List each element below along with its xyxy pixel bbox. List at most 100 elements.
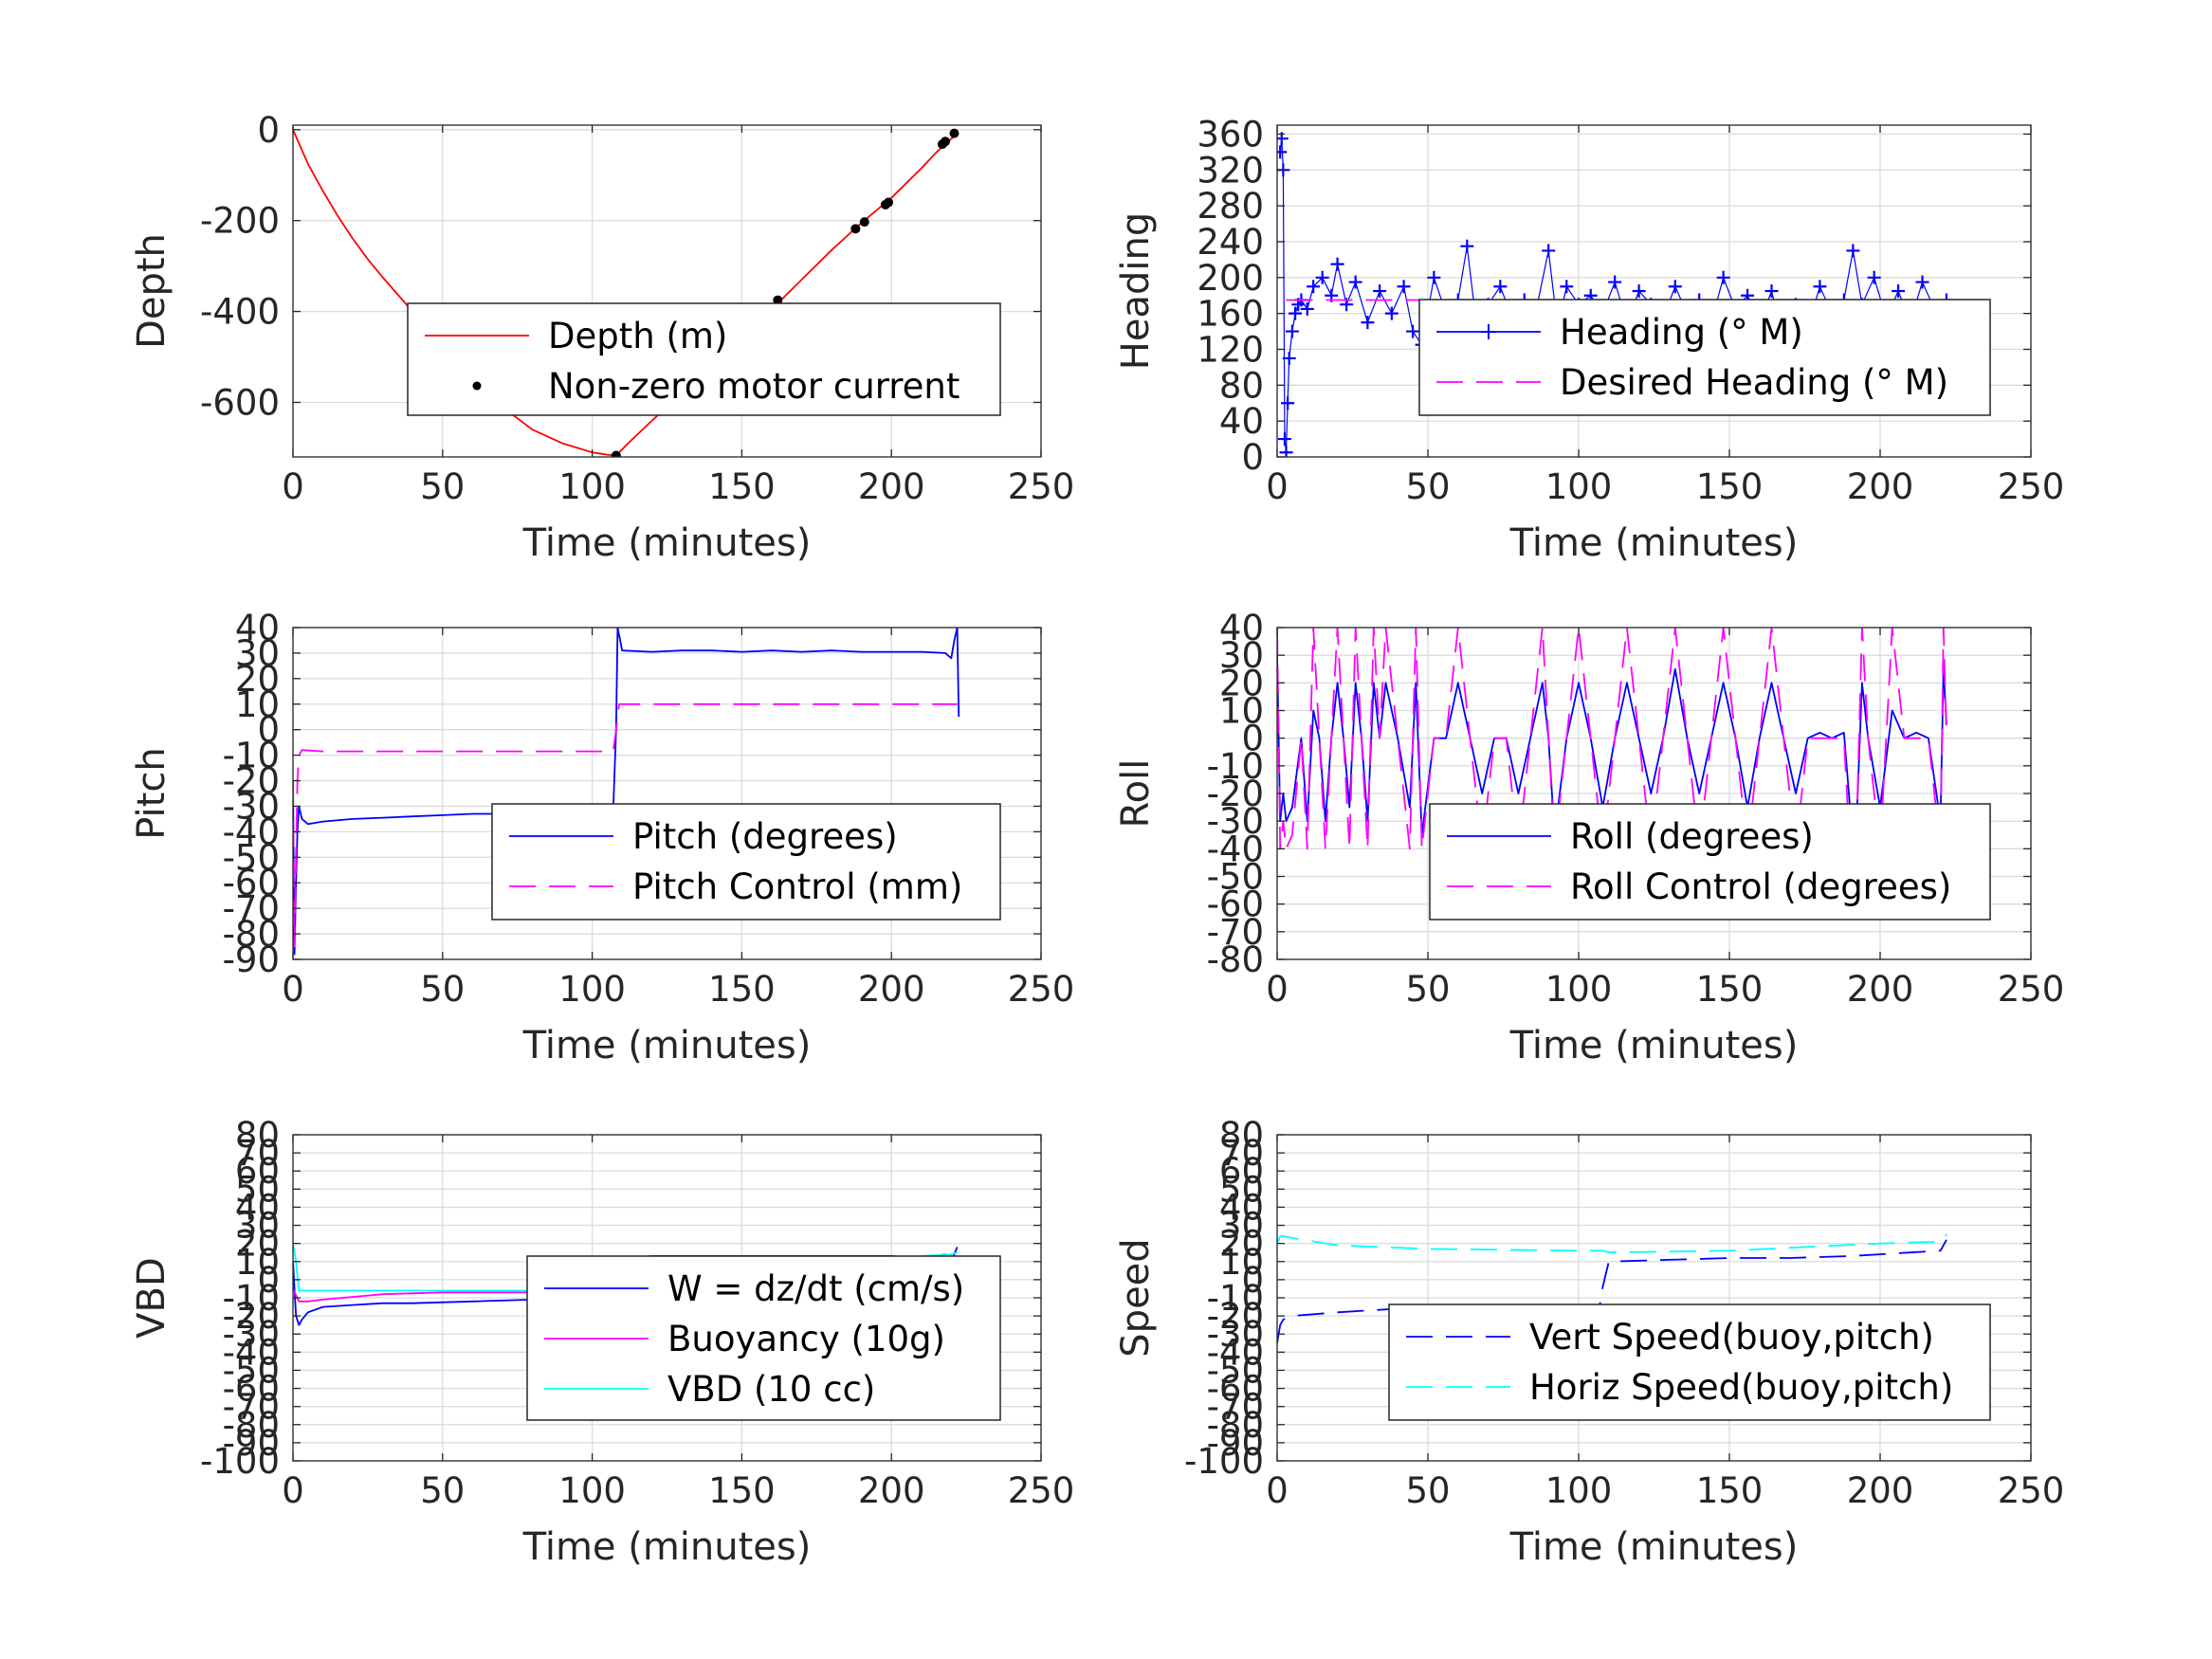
y-tick-label: -70 [223,1387,280,1428]
legend-box [491,803,1001,921]
data-point-plus [1397,280,1411,294]
x-tick-label: 250 [1998,969,2065,1010]
x-tick-label: 150 [708,466,776,507]
data-point-plus [1915,275,1929,289]
legend-roll: Roll (degrees) Roll Control (degrees) [1429,803,1991,921]
y-tick-label: -20 [1207,1296,1264,1337]
x-tick-label: 0 [282,466,304,507]
chart-vbd: 0 50 100 150 200 25080706050403020100-10-20-3… [130,1115,1074,1569]
legend-label: Desired Heading (° M) [1560,362,1948,403]
y-tick-label: -10 [223,736,280,776]
legend-label: Roll (degrees) [1570,816,1814,857]
x-tick-label: 50 [420,1470,465,1511]
y-tick-label: -40 [1207,829,1264,869]
y-tick-label: 0 [1241,1260,1264,1301]
y-tick-label: -30 [223,1314,280,1355]
legend-speed: Vert Speed(buoy,pitch) Horiz Speed(buoy,p… [1388,1304,1991,1421]
x-tick-label: 50 [1405,969,1450,1010]
x-tick-label: 50 [420,969,465,1010]
x-tick-label: 150 [708,1470,776,1511]
data-point-plus [1427,270,1441,284]
x-tick-label: 200 [858,1470,925,1511]
y-axis-label: Pitch [130,747,174,839]
x-tick-label: 100 [1545,969,1613,1010]
data-point [884,197,894,208]
x-tick-label: 100 [1545,1470,1613,1511]
y-tick-label: -90 [1207,1423,1264,1464]
y-axis-label: Depth [130,233,174,349]
y-tick-label: -100 [200,1441,280,1482]
data-point-plus [1608,275,1622,289]
chart-pitch: 0 50 100 150 200 250403020100-10-20-30-40-50-… [130,608,1074,1067]
x-tick-label: 200 [1847,466,1914,507]
series-line-roll-1 [1277,628,1947,850]
y-tick-label: -70 [1207,912,1264,953]
data-point-plus [1361,316,1375,330]
legend-box [1418,299,1991,416]
data-point-plus [1460,239,1474,253]
x-tick-label: 150 [708,969,776,1010]
data-point [611,450,621,457]
y-tick-label: -10 [223,1278,280,1319]
y-tick-label: 40 [235,1187,280,1228]
legend-label: Pitch (degrees) [632,816,898,857]
data-point-plus [1315,270,1329,284]
x-tick-label: 200 [1847,969,1914,1010]
data-point [850,224,861,234]
data-point-plus [1289,306,1303,320]
data-point-plus [1282,351,1296,365]
data-point-plus [1542,244,1556,258]
y-tick-label: -600 [200,382,280,423]
y-tick-label: -80 [223,1405,280,1446]
y-tick-label: 30 [1219,635,1264,676]
y-tick-label: -30 [1207,801,1264,842]
y-tick-label: -40 [223,1332,280,1373]
data-point-plus [1281,396,1295,410]
y-tick-label: 20 [1219,1224,1264,1265]
data-point [941,137,951,147]
y-tick-label: -100 [1184,1441,1264,1482]
legend-heading: Heading (° M) Desired Heading (° M) [1418,299,1991,416]
data-point-plus [1560,280,1574,294]
y-tick-label: -70 [1207,1387,1264,1428]
x-tick-label: 100 [558,466,626,507]
x-tick-label: 250 [1998,1470,2065,1511]
x-axis-label: Time (minutes) [1509,521,1799,565]
data-point-plus [1716,270,1730,284]
y-tick-label: 50 [1219,1169,1264,1210]
y-tick-label: -60 [223,1369,280,1410]
legend-label: Buoyancy (10g) [667,1319,945,1359]
y-tick-label: 10 [1219,691,1264,732]
y-tick-label: 240 [1197,222,1264,263]
y-tick-label: 120 [1197,329,1264,370]
y-tick-label: 40 [1219,1187,1264,1228]
data-point-plus [1764,284,1779,298]
charts-root: 0 50 100 150 200 250 0 -200 -40 0 -600 Time (minute… [130,110,2064,1569]
data-point-plus [1867,270,1881,284]
y-tick-label: 40 [1219,608,1264,648]
data-point-plus [1277,145,1288,159]
legend-label: W = dz/dt (cm/s) [667,1268,964,1309]
axes-box-pitch [292,627,1042,960]
y-tick-label: 10 [1219,1242,1264,1283]
x-tick-label: 50 [1405,466,1450,507]
chart-heading: 0 50 100 150 200 2500408012016020024028032036… [1114,114,2064,565]
data-point-plus [1330,257,1344,271]
data-point-plus [1493,280,1508,294]
y-tick-label: 80 [1219,1115,1264,1156]
data-point [859,217,869,228]
x-tick-label: 0 [282,969,304,1010]
data-point [949,128,960,138]
data-point-plus [1373,284,1387,298]
series-group [293,128,960,457]
y-tick-label: -200 [200,201,280,242]
chart-depth: 0 50 100 150 200 250 0 -200 -400 -600 Time (minute… [130,110,1074,565]
y-tick-label: 30 [235,1206,280,1247]
data-point-plus [1348,275,1362,289]
y-tick-label: -20 [223,1296,280,1337]
x-axis-label: Time (minutes) [522,521,812,565]
y-tick-label: 10 [235,1242,280,1283]
x-tick-label: 250 [1008,1470,1075,1511]
y-tick-label: -50 [1207,857,1264,898]
